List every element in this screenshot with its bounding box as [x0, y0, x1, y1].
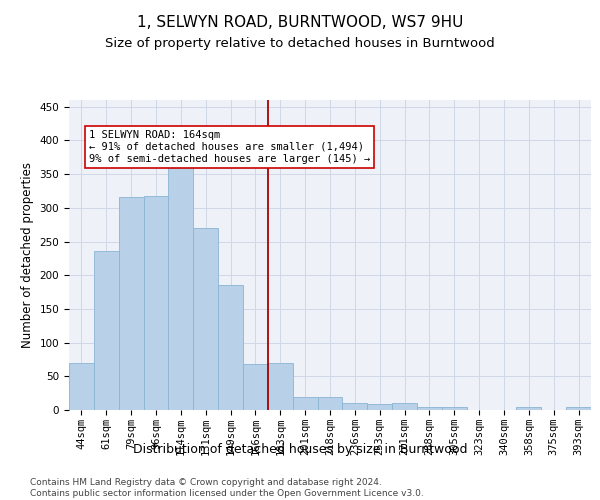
- Text: Size of property relative to detached houses in Burntwood: Size of property relative to detached ho…: [105, 38, 495, 51]
- Bar: [169, 160, 193, 410]
- Bar: [317, 397, 343, 410]
- Text: Distribution of detached houses by size in Burntwood: Distribution of detached houses by size …: [133, 442, 467, 456]
- Bar: [119, 197, 143, 410]
- Bar: [218, 286, 243, 410]
- Bar: [442, 408, 467, 410]
- Bar: [367, 404, 392, 410]
- Bar: [392, 402, 417, 410]
- Bar: [417, 406, 442, 410]
- Bar: [69, 363, 94, 410]
- Bar: [566, 408, 591, 410]
- Text: 1, SELWYN ROAD, BURNTWOOD, WS7 9HU: 1, SELWYN ROAD, BURNTWOOD, WS7 9HU: [137, 15, 463, 30]
- Text: Contains HM Land Registry data © Crown copyright and database right 2024.
Contai: Contains HM Land Registry data © Crown c…: [30, 478, 424, 498]
- Bar: [143, 196, 169, 410]
- Text: 1 SELWYN ROAD: 164sqm
← 91% of detached houses are smaller (1,494)
9% of semi-de: 1 SELWYN ROAD: 164sqm ← 91% of detached …: [89, 130, 370, 164]
- Bar: [268, 363, 293, 410]
- Bar: [94, 251, 119, 410]
- Bar: [293, 396, 317, 410]
- Bar: [193, 228, 218, 410]
- Bar: [243, 364, 268, 410]
- Y-axis label: Number of detached properties: Number of detached properties: [21, 162, 34, 348]
- Bar: [517, 408, 541, 410]
- Bar: [343, 404, 367, 410]
